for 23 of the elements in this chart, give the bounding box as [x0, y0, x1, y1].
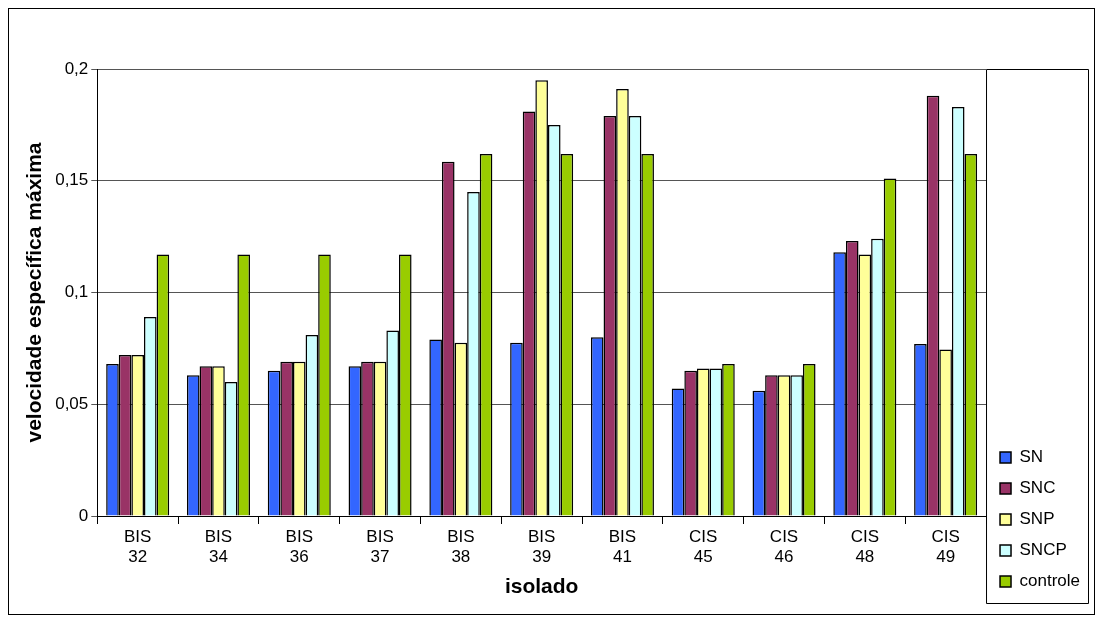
legend-label: SNP	[1019, 509, 1055, 529]
x-tick-label: BIS 37	[366, 526, 394, 567]
y-tick-label: 0,05	[55, 393, 89, 413]
legend-label: SNCP	[1019, 540, 1067, 560]
x-tick-label: CIS 46	[769, 526, 799, 567]
x-tick-label: BIS 41	[608, 526, 637, 567]
x-tick-label: BIS 36	[285, 526, 313, 567]
x-axis-title: isolado	[504, 574, 579, 598]
x-tick-label: BIS 34	[204, 526, 233, 567]
x-tick-label: CIS 45	[689, 526, 718, 567]
x-tick-label: CIS 49	[931, 526, 960, 567]
x-tick-label: BIS 38	[447, 526, 475, 567]
y-tick-label: 0,1	[64, 282, 89, 302]
y-tick-label: 0,2	[64, 58, 89, 78]
legend-label: SNC	[1019, 478, 1056, 498]
y-tick-label: 0,15	[55, 170, 89, 190]
legend-label: SN	[1019, 447, 1044, 467]
legend-label: controle	[1019, 571, 1080, 591]
y-axis-title: velocidade específica máxima	[22, 142, 46, 443]
y-tick-label: 0	[78, 505, 89, 525]
x-tick-label: BIS 32	[123, 526, 152, 567]
x-tick-label: CIS 48	[850, 526, 879, 567]
x-tick-label: BIS 39	[527, 526, 556, 567]
